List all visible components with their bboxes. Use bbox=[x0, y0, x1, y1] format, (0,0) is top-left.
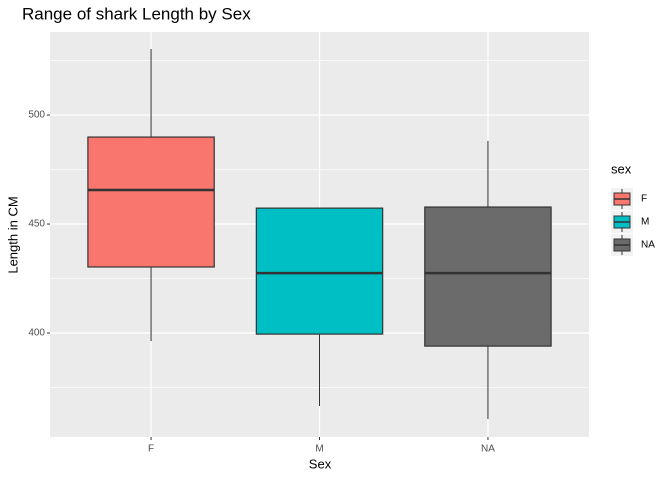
box bbox=[87, 136, 215, 268]
y-tick-label: 450 bbox=[28, 219, 45, 230]
x-tick-label: F bbox=[148, 444, 154, 455]
y-axis-label: Length in CM bbox=[5, 196, 20, 273]
legend-label: F bbox=[641, 194, 647, 205]
legend-label: M bbox=[641, 217, 649, 228]
chart-title: Range of shark Length by Sex bbox=[22, 4, 251, 23]
box bbox=[255, 207, 384, 335]
y-tick-label: 500 bbox=[28, 110, 45, 121]
x-tick-label: NA bbox=[481, 444, 495, 455]
y-tick-label: 400 bbox=[28, 328, 45, 339]
x-tick-label: M bbox=[315, 444, 323, 455]
box bbox=[424, 206, 552, 347]
legend-title: sex bbox=[611, 161, 632, 176]
x-axis-label: Sex bbox=[309, 456, 332, 471]
legend-label: NA bbox=[641, 240, 655, 251]
